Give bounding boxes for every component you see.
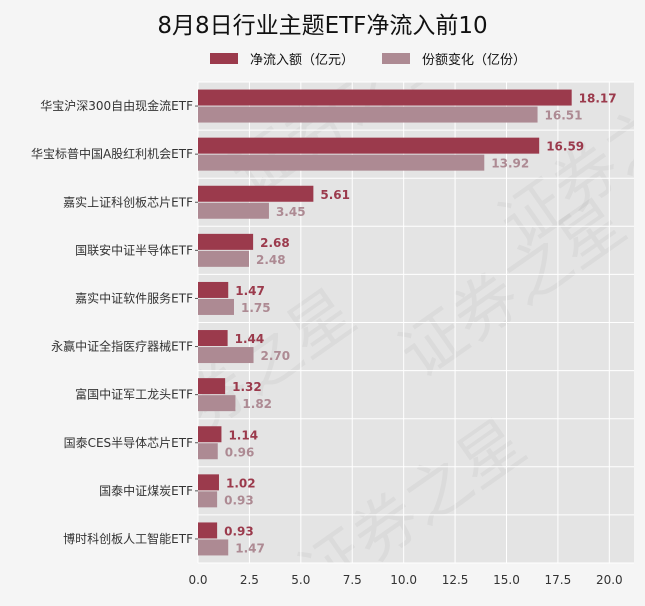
legend-swatch-share-change (382, 52, 411, 64)
legend-item-share-change: 份额变化（亿份） (382, 49, 526, 68)
bar-net-inflow (198, 426, 222, 443)
value-label-share-change: 3.45 (276, 205, 306, 219)
value-label-net-inflow: 1.02 (226, 476, 256, 490)
value-label-net-inflow: 5.61 (320, 188, 350, 202)
category-label: 富国中证军工龙头ETF (75, 387, 193, 402)
value-label-share-change: 2.48 (256, 253, 286, 267)
bar-net-inflow (198, 378, 226, 395)
category-label: 国联安中证半导体ETF (75, 242, 193, 257)
value-label-net-inflow: 1.47 (235, 284, 265, 298)
bar-net-inflow (198, 522, 218, 539)
x-tick-label: 17.5 (545, 573, 572, 587)
bar-share-change (198, 443, 218, 460)
bar-share-change (198, 298, 234, 315)
value-label-share-change: 1.82 (242, 397, 272, 411)
value-label-share-change: 1.47 (235, 541, 265, 555)
category-label: 华宝沪深300自由现金流ETF (40, 98, 193, 113)
category-label: 永赢中证全指医疗器械ETF (51, 339, 193, 354)
category-label: 国泰中证煤炭ETF (99, 483, 193, 498)
category-label: 华宝标普中国A股红利机会ETF (31, 146, 193, 161)
value-label-net-inflow: 16.59 (546, 140, 584, 154)
legend-swatch-net-inflow (210, 52, 238, 64)
x-tick-label: 7.5 (343, 573, 362, 587)
category-label: 博时科创板人工智能ETF (63, 531, 193, 546)
bar-share-change (198, 106, 538, 123)
value-label-share-change: 13.92 (491, 157, 529, 171)
value-label-share-change: 0.93 (224, 493, 254, 507)
bar-net-inflow (198, 330, 228, 347)
x-tick-label: 12.5 (442, 573, 469, 587)
bar-share-change (198, 250, 250, 267)
value-label-net-inflow: 1.14 (228, 428, 258, 442)
legend-item-net-inflow: 净流入额（亿元） (210, 49, 354, 68)
category-label: 嘉实上证科创板芯片ETF (63, 194, 193, 209)
value-label-net-inflow: 18.17 (579, 92, 617, 106)
category-label: 国泰CES半导体芯片ETF (64, 436, 193, 450)
legend-label-share-change: 份额变化（亿份） (422, 52, 527, 68)
x-tick-label: 10.0 (390, 573, 417, 587)
bar-share-change (198, 154, 485, 171)
bar-net-inflow (198, 137, 540, 154)
category-label: 嘉实中证软件服务ETF (75, 290, 193, 305)
bar-share-change (198, 347, 254, 364)
x-tick-label: 0.0 (188, 573, 207, 587)
bar-net-inflow (198, 185, 314, 202)
value-label-net-inflow: 2.68 (260, 236, 290, 250)
chart-title: 8月8日行业主题ETF净流入前10 (157, 13, 488, 39)
value-label-share-change: 16.51 (545, 109, 583, 123)
bar-net-inflow (198, 474, 219, 491)
chart-legend: 净流入额（亿元） 份额变化（亿份） (210, 48, 554, 68)
value-label-net-inflow: 1.44 (235, 332, 265, 346)
value-label-net-inflow: 1.32 (232, 380, 262, 394)
bar-net-inflow (198, 281, 229, 298)
bar-share-change (198, 491, 218, 508)
legend-label-net-inflow: 净流入额（亿元） (250, 52, 355, 68)
x-tick-label: 15.0 (493, 573, 520, 587)
value-label-share-change: 2.70 (261, 349, 291, 363)
x-tick-label: 2.5 (240, 573, 259, 587)
value-label-share-change: 1.75 (241, 301, 271, 315)
bar-share-change (198, 395, 236, 412)
value-label-net-inflow: 0.93 (224, 524, 254, 538)
value-label-share-change: 0.96 (225, 445, 255, 459)
x-tick-label: 20.0 (596, 573, 623, 587)
bar-net-inflow (198, 233, 254, 250)
x-tick-label: 5.0 (291, 573, 310, 587)
bar-net-inflow (198, 89, 572, 106)
bar-share-change (198, 539, 229, 556)
bar-share-change (198, 202, 269, 219)
